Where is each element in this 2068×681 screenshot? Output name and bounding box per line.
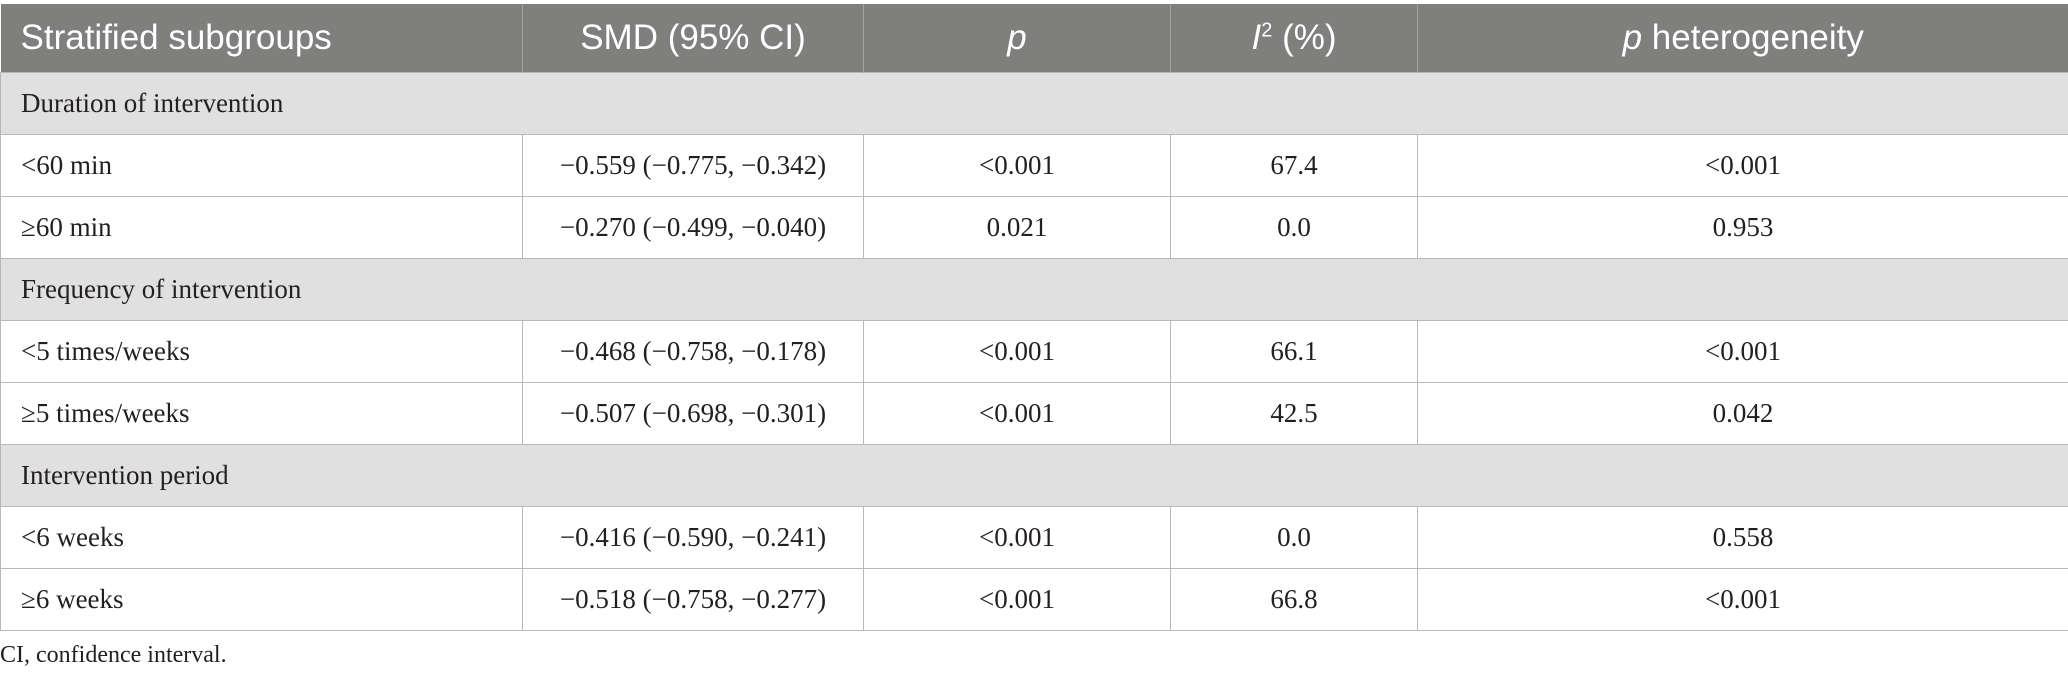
smd-cell: −0.507 (−0.698, −0.301)	[522, 382, 864, 445]
table-row: ≥5 times/weeks −0.507 (−0.698, −0.301) <…	[0, 382, 2068, 445]
p-heterogeneity-cell: <0.001	[1417, 320, 2068, 383]
header-i2-superscript: 2	[1261, 19, 1273, 42]
header-p-heterogeneity-symbol: p	[1622, 18, 1643, 57]
header-p: p	[863, 4, 1171, 73]
smd-cell: −0.518 (−0.758, −0.277)	[522, 568, 864, 631]
subgroup-cell: <5 times/weeks	[0, 320, 523, 383]
smd-cell: −0.468 (−0.758, −0.178)	[522, 320, 864, 383]
table-row: ≥60 min −0.270 (−0.499, −0.040) 0.021 0.…	[0, 196, 2068, 259]
p-cell: <0.001	[863, 568, 1171, 631]
header-stratified-subgroups: Stratified subgroups	[0, 4, 523, 73]
smd-cell: −0.416 (−0.590, −0.241)	[522, 506, 864, 569]
table-row: <60 min −0.559 (−0.775, −0.342) <0.001 6…	[0, 134, 2068, 197]
header-p-heterogeneity: p heterogeneity	[1417, 4, 2068, 73]
header-i2-symbol: I	[1251, 18, 1262, 57]
group-row: Duration of intervention	[0, 72, 2068, 135]
smd-cell: −0.270 (−0.499, −0.040)	[522, 196, 864, 259]
subgroup-cell: <6 weeks	[0, 506, 523, 569]
smd-cell: −0.559 (−0.775, −0.342)	[522, 134, 864, 197]
subgroup-cell: <60 min	[0, 134, 523, 197]
table-footnote: CI, confidence interval.	[0, 642, 227, 668]
header-row: Stratified subgroups SMD (95% CI) p I2 (…	[0, 4, 2068, 73]
results-table-container: Stratified subgroups SMD (95% CI) p I2 (…	[0, 4, 2068, 631]
subgroup-cell: ≥5 times/weeks	[0, 382, 523, 445]
i2-cell: 0.0	[1170, 196, 1418, 259]
header-i2-unit: (%)	[1272, 18, 1337, 57]
p-heterogeneity-cell: 0.953	[1417, 196, 2068, 259]
i2-cell: 42.5	[1170, 382, 1418, 445]
p-cell: 0.021	[863, 196, 1171, 259]
i2-cell: 66.8	[1170, 568, 1418, 631]
header-p-heterogeneity-text: heterogeneity	[1642, 18, 1864, 57]
group-title: Frequency of intervention	[0, 258, 2068, 321]
p-heterogeneity-cell: <0.001	[1417, 134, 2068, 197]
group-row: Intervention period	[0, 444, 2068, 507]
p-heterogeneity-cell: 0.042	[1417, 382, 2068, 445]
table-header: Stratified subgroups SMD (95% CI) p I2 (…	[0, 4, 2068, 73]
p-cell: <0.001	[863, 506, 1171, 569]
group-title: Duration of intervention	[0, 72, 2068, 135]
group-title: Intervention period	[0, 444, 2068, 507]
i2-cell: 66.1	[1170, 320, 1418, 383]
table-row: <5 times/weeks −0.468 (−0.758, −0.178) <…	[0, 320, 2068, 383]
table-body: Duration of intervention <60 min −0.559 …	[0, 72, 2068, 631]
p-heterogeneity-cell: 0.558	[1417, 506, 2068, 569]
i2-cell: 0.0	[1170, 506, 1418, 569]
i2-cell: 67.4	[1170, 134, 1418, 197]
header-i2: I2 (%)	[1170, 4, 1418, 73]
p-cell: <0.001	[863, 382, 1171, 445]
subgroup-cell: ≥60 min	[0, 196, 523, 259]
p-cell: <0.001	[863, 134, 1171, 197]
group-row: Frequency of intervention	[0, 258, 2068, 321]
p-heterogeneity-cell: <0.001	[1417, 568, 2068, 631]
subgroup-cell: ≥6 weeks	[0, 568, 523, 631]
table-row: <6 weeks −0.416 (−0.590, −0.241) <0.001 …	[0, 506, 2068, 569]
subgroup-analysis-table: Stratified subgroups SMD (95% CI) p I2 (…	[0, 4, 2068, 631]
p-cell: <0.001	[863, 320, 1171, 383]
header-smd: SMD (95% CI)	[522, 4, 864, 73]
table-row: ≥6 weeks −0.518 (−0.758, −0.277) <0.001 …	[0, 568, 2068, 631]
